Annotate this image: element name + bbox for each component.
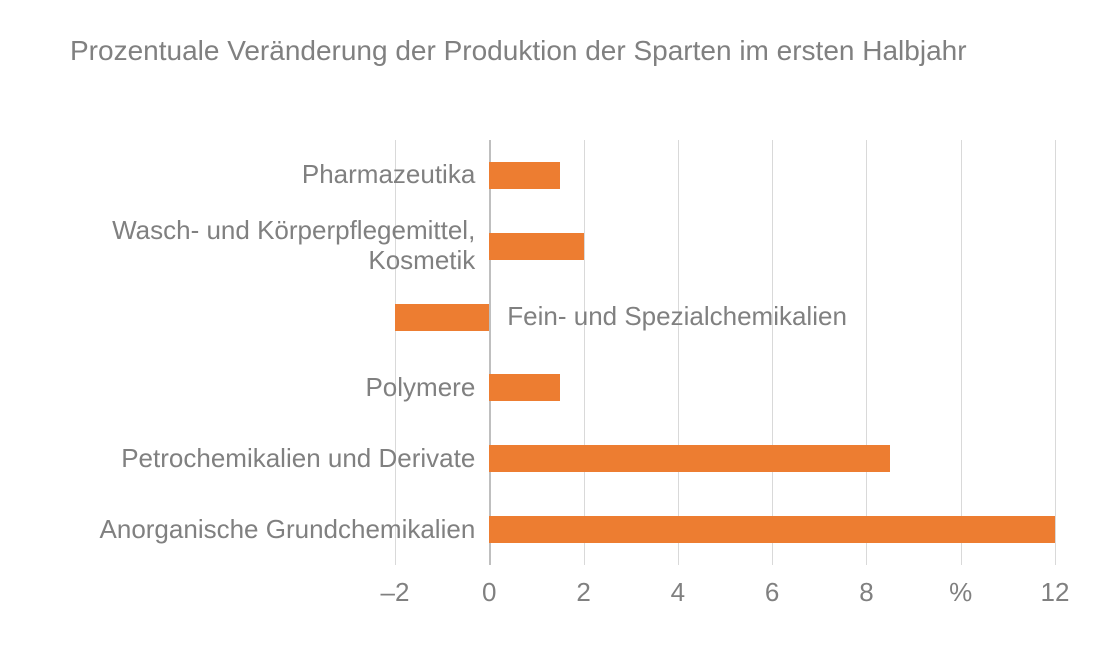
x-tick-label: 8 — [859, 577, 873, 608]
gridline — [489, 140, 491, 565]
gridline — [772, 140, 773, 565]
bar — [489, 162, 560, 189]
x-tick-label: 2 — [576, 577, 590, 608]
gridline — [395, 140, 396, 565]
x-tick-label: –2 — [381, 577, 410, 608]
x-tick-label: 12 — [1041, 577, 1070, 608]
gridline — [961, 140, 962, 565]
x-tick-label: 0 — [482, 577, 496, 608]
chart-title: Prozentuale Veränderung der Produktion d… — [70, 35, 967, 67]
bar-chart: Prozentuale Veränderung der Produktion d… — [0, 0, 1119, 662]
bar — [489, 374, 560, 401]
category-label: Polymere — [10, 373, 475, 403]
gridline — [866, 140, 867, 565]
bar — [395, 304, 489, 331]
category-label: Fein- und Spezialchemikalien — [507, 302, 847, 332]
category-label: Wasch- und Körperpflegemittel, Kosmetik — [10, 216, 475, 276]
gridline — [584, 140, 585, 565]
x-tick-label: 4 — [671, 577, 685, 608]
bar — [489, 233, 583, 260]
category-label: Pharmazeutika — [10, 160, 475, 190]
x-tick-label: 6 — [765, 577, 779, 608]
bar — [489, 445, 890, 472]
gridline — [1055, 140, 1056, 565]
gridline — [678, 140, 679, 565]
x-tick-label: % — [949, 577, 972, 608]
plot-area: –202468%12Fein- und Spezialchemikalien — [395, 140, 1055, 565]
category-label: Anorganische Grundchemikalien — [10, 515, 475, 545]
category-label: Petrochemikalien und Derivate — [10, 444, 475, 474]
bar — [489, 516, 1055, 543]
